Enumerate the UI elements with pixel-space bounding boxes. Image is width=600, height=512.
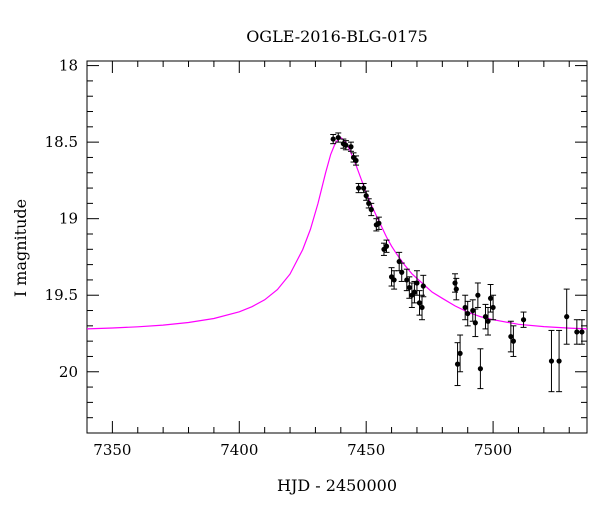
- data-point: [368, 206, 374, 213]
- x-tick-label: 7350: [93, 441, 131, 459]
- data-point: [404, 277, 410, 283]
- data-point: [457, 350, 463, 356]
- data-point: [490, 304, 496, 311]
- x-tick-label: 7400: [220, 441, 258, 459]
- data-point: [508, 333, 514, 340]
- data-point: [556, 358, 562, 364]
- data-point: [472, 320, 478, 326]
- data-point: [462, 304, 468, 311]
- plot-area: 7350 7400 7450 7500 18 18.5 19 19.5 20: [45, 57, 588, 459]
- x-axis-title: HJD - 2450000: [277, 476, 397, 495]
- data-point: [411, 289, 418, 295]
- data-point: [548, 358, 555, 364]
- data-point: [465, 310, 471, 317]
- data-point: [363, 193, 369, 199]
- data-point: [520, 317, 527, 323]
- data-point: [399, 269, 405, 275]
- y-tick-label: 19.5: [45, 286, 78, 304]
- data-point: [383, 243, 390, 249]
- y-tick-label: 19: [59, 210, 78, 228]
- data-point: [454, 361, 461, 367]
- y-tick-label: 18: [59, 57, 78, 75]
- data-point: [348, 144, 354, 150]
- data-point: [574, 329, 580, 335]
- y-axis-title: I magnitude: [11, 199, 30, 297]
- data-point: [579, 329, 585, 335]
- data-point: [452, 280, 458, 286]
- x-tick-label: 7450: [347, 441, 385, 459]
- data-point: [406, 284, 412, 291]
- data-point: [485, 318, 491, 324]
- x-tick-label: 7500: [474, 441, 512, 459]
- y-tick-label: 18.5: [45, 133, 78, 151]
- data-point: [355, 185, 362, 191]
- data-point: [487, 295, 494, 301]
- data-point: [564, 314, 570, 320]
- data-point: [376, 220, 382, 226]
- data-point: [477, 366, 484, 372]
- data-point: [353, 157, 359, 164]
- data-point: [420, 283, 426, 289]
- data-point: [414, 280, 420, 286]
- data-point: [416, 300, 423, 306]
- data-point: [330, 136, 336, 142]
- chart-title: OGLE-2016-BLG-0175: [246, 27, 428, 46]
- data-point: [482, 314, 489, 320]
- data-point: [510, 338, 516, 344]
- y-tick-label: 20: [59, 363, 78, 381]
- data-point: [361, 185, 367, 191]
- data-point: [453, 286, 459, 292]
- data-point: [335, 134, 341, 141]
- data-point: [475, 292, 481, 298]
- data-point: [391, 277, 397, 283]
- data-point: [343, 142, 349, 148]
- plot-frame: [86, 60, 588, 434]
- model-curve: [86, 136, 588, 330]
- data-point: [419, 304, 425, 311]
